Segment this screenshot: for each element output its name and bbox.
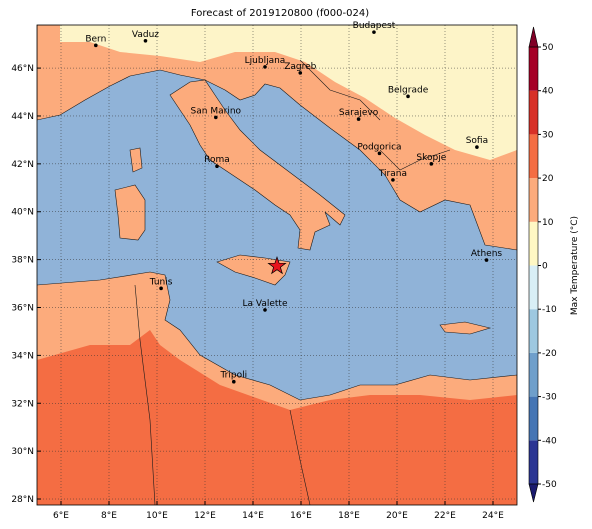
city-label: Podgorica [357,142,401,152]
x-tick-label: 24°E [482,511,504,521]
y-tick-label: 34°N [11,351,34,361]
sicily [216,254,291,286]
city-label: Sofia [466,136,488,146]
city-dot [215,164,219,169]
city-label: San Marino [191,106,242,116]
city-label: Ljubljana [245,56,286,66]
city-dot [372,30,376,34]
city-dot [298,71,303,75]
city-label: Athens [471,249,502,259]
city-dot [263,65,267,69]
colorbar-segment [529,134,538,179]
colorbar-tick-label: -40 [542,436,557,446]
colorbar-tick-label: -30 [542,393,557,403]
x-tick-label: 8°E [101,511,117,521]
colorbar-tick-label: 10 [542,218,554,228]
x-tick-label: 6°E [53,511,69,521]
city-dot [232,379,236,384]
city-label: Tunis [149,277,173,287]
city-label: Tripoli [219,371,247,381]
sardinia [114,184,146,241]
colorbar-tick-label: -50 [542,480,557,490]
colorbar-segment [529,309,538,353]
cool-region [60,25,517,160]
y-tick-label: 40°N [11,208,34,218]
map-frame [36,24,518,506]
city-label: Vaduz [132,30,159,40]
colorbar-segment [529,47,538,91]
y-tick-label: 42°N [11,160,34,170]
city-dot [214,115,218,120]
city-label: Zagreb [284,62,316,72]
colorbar-segment [529,178,538,222]
colorbar-segment [529,90,538,135]
city-label: La Valette [243,299,288,309]
city-dot [475,145,479,149]
city-label: Belgrade [388,85,429,95]
colorbar-segment [529,352,538,397]
city-dot [356,117,361,121]
city-dot [391,178,395,182]
x-tick-label: 16°E [290,511,312,521]
border [299,59,381,121]
city-dot [263,308,267,312]
x-tick-label: 20°E [386,511,408,521]
city-dot [484,258,489,262]
colorbar-tick-label: 40 [542,87,554,97]
colorbar-segment [529,265,538,310]
city-label: Bern [85,34,106,44]
colorbar-tick-label: 30 [542,130,554,140]
corsica [129,147,143,173]
colorbar-tick-label: 50 [542,43,554,53]
city-label: Roma [204,155,230,165]
colorbar-tick-label: 0 [542,262,548,272]
colorbar-segment [529,221,538,266]
y-tick-label: 30°N [11,447,34,457]
y-tick-label: 28°N [11,495,34,505]
x-tick-label: 10°E [146,511,168,521]
event-marker [267,256,287,275]
city-dot [94,43,98,48]
y-tick-label: 32°N [11,399,34,409]
y-tick-label: 36°N [11,303,34,313]
colorbar-tick-label: -10 [542,305,557,315]
crete [439,321,492,335]
y-tick-label: 38°N [11,256,34,266]
city-label: Skopje [416,153,446,163]
y-tick-label: 46°N [11,64,34,74]
city-label: Budapest [353,21,396,31]
colorbar-over [528,26,539,48]
border [289,409,311,505]
colorbar-segment [529,440,538,484]
city-label: Sarajevo [339,108,379,118]
city-label: Tirana [378,169,407,179]
x-tick-label: 22°E [434,511,456,521]
colorbar-tick-label: 20 [542,174,554,184]
map-title: Forecast of 2019120800 (f000-024) [191,8,369,19]
x-tick-label: 14°E [242,511,264,521]
city-dot [406,94,410,99]
city-dot [143,39,148,43]
colorbar-label: Max Temperature (°C) [570,216,580,315]
colorbar-under [528,483,539,503]
city-dot [377,151,382,156]
city-dot [429,162,434,166]
border [379,149,451,171]
x-tick-label: 12°E [194,511,216,521]
x-tick-label: 18°E [338,511,360,521]
city-dot [159,286,163,291]
y-tick-label: 44°N [11,112,34,122]
border [134,284,156,505]
colorbar-tick-label: -20 [542,349,557,359]
colorbar-segment [529,396,538,441]
